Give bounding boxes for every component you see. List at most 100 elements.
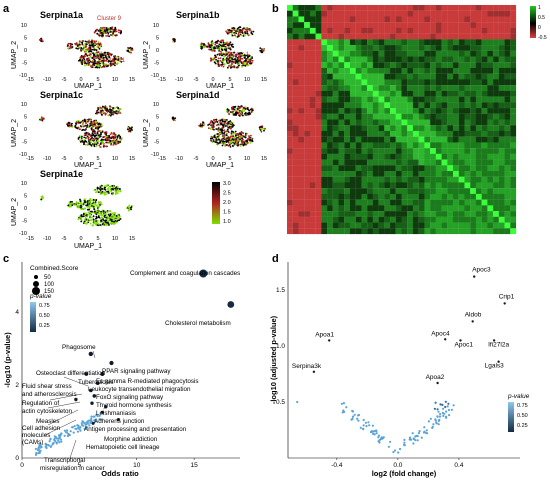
heatmap-cell — [493, 33, 499, 40]
umap-cell — [102, 210, 105, 213]
heatmap-cell — [390, 142, 396, 149]
heatmap-cell — [441, 188, 448, 195]
heatmap-cell — [430, 96, 436, 103]
umap-cell — [100, 51, 103, 53]
heatmap-cell — [384, 85, 391, 91]
heatmap-cell — [430, 10, 436, 17]
heatmap-cell — [453, 39, 459, 46]
heatmap-cell — [292, 56, 299, 63]
umap-cell — [232, 27, 235, 29]
heatmap-cell — [487, 222, 494, 229]
gene-point — [412, 437, 415, 440]
umap-cell — [89, 222, 92, 225]
heatmap-cell — [435, 205, 442, 212]
umap-cell — [93, 56, 96, 58]
gene-point — [431, 426, 434, 429]
heatmap-cell — [384, 62, 391, 69]
heatmap-cell — [464, 56, 471, 63]
gene-point — [403, 441, 406, 444]
heatmap-cell — [384, 67, 391, 74]
heatmap-cell — [424, 222, 431, 229]
heatmap-cell — [430, 142, 436, 149]
heatmap-cell — [464, 102, 471, 109]
umap-cell — [237, 55, 240, 58]
umap-cell — [206, 45, 209, 48]
gene-point — [403, 444, 406, 447]
umap-cell — [245, 140, 248, 142]
heatmap-cell — [401, 148, 408, 154]
heatmap-cell — [384, 56, 391, 63]
umap-cell — [221, 140, 224, 143]
heatmap-cell — [441, 148, 448, 154]
x-tick-label: -0.4 — [331, 462, 343, 469]
gene-point — [328, 339, 331, 342]
heatmap-cell — [458, 182, 465, 189]
heatmap-cell — [309, 199, 316, 206]
umap-cell — [108, 53, 111, 55]
colorbar-tick: 1.5 — [223, 210, 231, 216]
umap-cell — [100, 113, 103, 116]
heatmap-cell — [418, 205, 425, 212]
umap-cell — [88, 59, 91, 61]
heatmap-cell — [487, 171, 494, 177]
heatmap-cell — [504, 153, 511, 160]
heatmap-cell — [458, 96, 465, 103]
umap-cell — [241, 62, 244, 65]
heatmap-cell — [504, 216, 511, 223]
umap-cell — [99, 188, 102, 191]
umap-cell — [111, 217, 114, 219]
heatmap-cell — [412, 16, 419, 23]
heatmap-cell — [378, 130, 385, 137]
umap-cell — [209, 46, 212, 49]
heatmap-cell — [470, 136, 477, 143]
y-tick-label: 10 — [21, 23, 27, 29]
umap-cell — [96, 110, 99, 113]
umap-cell — [96, 224, 99, 227]
umap-cell — [230, 138, 232, 140]
umap-cell — [227, 109, 230, 112]
heatmap-cell — [321, 193, 328, 200]
umap-cell — [110, 137, 112, 140]
heatmap-cell — [367, 153, 373, 160]
y-tick-label: 1.0 — [276, 343, 285, 350]
umap-cell — [251, 59, 254, 62]
umap-cell — [112, 58, 115, 60]
heatmap-cell — [430, 182, 436, 189]
gene-point — [362, 424, 365, 427]
heatmap-cell — [418, 73, 425, 80]
umap-cell — [82, 213, 85, 216]
umap-cell — [235, 108, 238, 110]
y-tick-label: -10 — [151, 152, 159, 158]
heatmap-cell — [287, 50, 293, 57]
heatmap-cell — [475, 108, 482, 114]
heatmap-cell — [464, 211, 471, 217]
heatmap-cell — [435, 108, 442, 114]
umap-cell — [77, 122, 80, 124]
enrichment-point — [49, 437, 52, 440]
heatmap-cell — [510, 50, 517, 57]
heatmap-cell — [418, 199, 425, 206]
heatmap-cell — [470, 148, 477, 154]
umap-cell — [112, 33, 114, 36]
heatmap-cell — [384, 39, 391, 46]
umap-cell — [226, 129, 229, 131]
heatmap-cell — [418, 125, 425, 132]
heatmap-cell — [412, 45, 419, 51]
heatmap-cell — [498, 136, 505, 143]
gene-point — [362, 428, 365, 431]
heatmap-cell — [298, 199, 305, 206]
heatmap-cell — [424, 130, 431, 137]
umap-cell — [88, 133, 91, 136]
umap-cell — [223, 120, 226, 123]
umap-subplot-serpina1a: Serpina1a Cluster 9 Cluster 11 UMAP_2 UM… — [11, 10, 135, 90]
heatmap-cell — [390, 176, 396, 183]
heatmap-cell — [435, 85, 442, 91]
heatmap-cell — [327, 153, 333, 160]
umap-cell — [231, 62, 233, 65]
umap-cell — [97, 137, 100, 140]
enrichment-point — [84, 372, 89, 376]
heatmap-cell — [361, 130, 368, 137]
heatmap-cell — [481, 176, 488, 183]
umap-cell — [110, 212, 113, 215]
heatmap-cell — [470, 56, 477, 63]
